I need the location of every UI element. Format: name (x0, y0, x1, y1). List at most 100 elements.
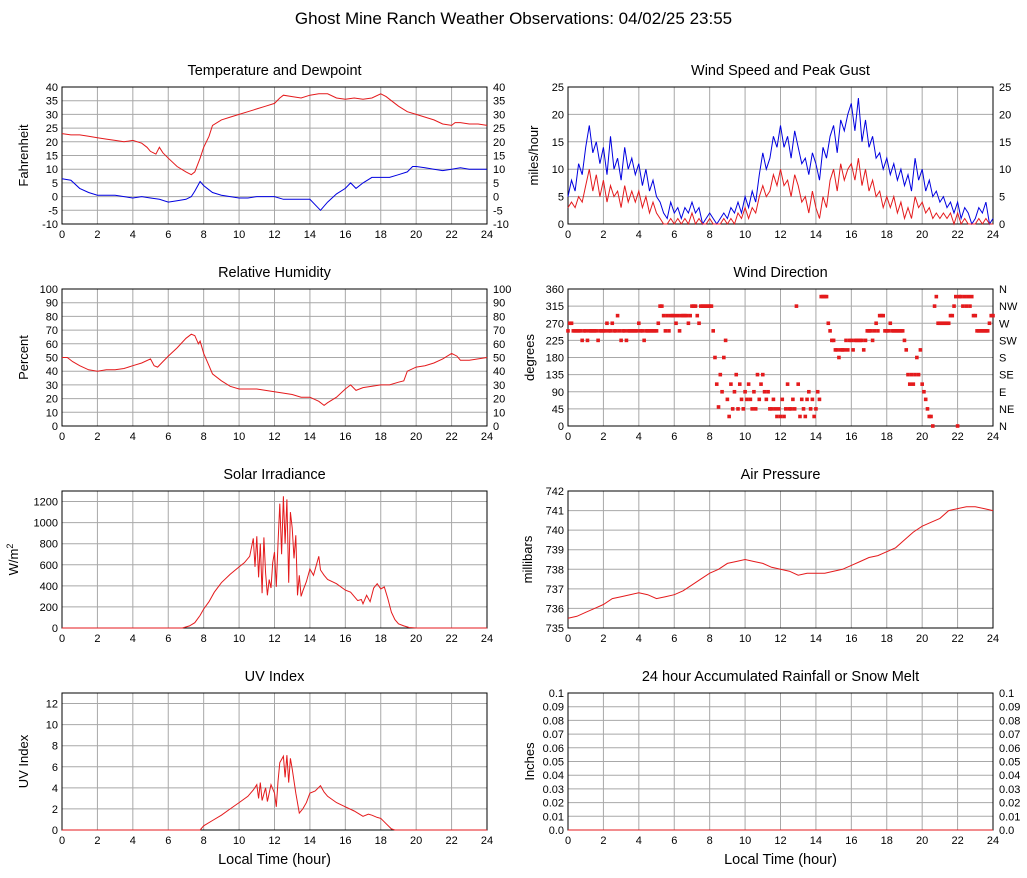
y-tick-label: 0.0 (549, 825, 564, 837)
y-tick-label: 2 (52, 804, 58, 816)
data-point (863, 338, 868, 343)
x-tick-label: 6 (165, 229, 171, 241)
x-tick-label: 10 (233, 229, 245, 241)
data-point (720, 389, 724, 394)
y-tick-label: 15 (46, 151, 58, 163)
x-tick-label: 0 (59, 633, 65, 645)
x-tick-label: 14 (304, 835, 316, 847)
data-point (718, 372, 723, 377)
y-tick-label: 0.08 (543, 715, 564, 727)
data-point (900, 329, 905, 333)
data-point (913, 372, 917, 377)
data-point (714, 382, 719, 386)
data-point (775, 414, 779, 419)
series-line-0 (567, 97, 994, 226)
y-tick-label-right: 10 (493, 164, 505, 176)
series-line-0 (61, 93, 488, 176)
y-tick-label: 90 (46, 298, 58, 310)
y-tick-label: 0.09 (543, 702, 564, 714)
y-tick-label: 740 (546, 525, 564, 537)
y-tick-label: 600 (40, 560, 58, 572)
data-point (803, 414, 808, 419)
x-tick-label: 18 (375, 229, 387, 241)
y-tick-label-right: 0.07 (999, 729, 1020, 741)
y-tick-label: 90 (552, 387, 564, 399)
x-tick-label: 14 (304, 431, 316, 443)
x-tick-label: 14 (810, 431, 822, 443)
y-tick-label-right: 0.03 (999, 784, 1020, 796)
x-tick-label: 20 (410, 229, 422, 241)
x-tick-label: 4 (636, 633, 642, 645)
x-tick-label: 2 (94, 633, 100, 645)
x-tick-label: 6 (165, 633, 171, 645)
data-point (585, 338, 590, 343)
x-tick-label: 24 (481, 835, 493, 847)
rain-title: 24 hour Accumulated Rainfall or Snow Mel… (642, 669, 919, 685)
y-axis-label: W/m2 (5, 544, 21, 576)
y-tick-label: 0 (52, 192, 58, 204)
data-point (902, 338, 907, 343)
y-tick-label-right: 0.02 (999, 798, 1020, 810)
data-point (614, 329, 618, 333)
x-tick-label: 16 (339, 835, 351, 847)
x-tick-label: 0 (565, 633, 571, 645)
data-point (959, 294, 963, 299)
y-tick-label: 0.06 (543, 743, 564, 755)
data-point (569, 321, 574, 326)
data-point (851, 348, 855, 352)
data-point (860, 338, 864, 343)
data-point (952, 304, 956, 308)
rh-title: Relative Humidity (218, 265, 332, 281)
series-line-0 (567, 506, 994, 619)
data-point (709, 304, 714, 308)
x-tick-label: 4 (130, 835, 136, 847)
data-point (954, 294, 958, 299)
data-point (837, 355, 841, 360)
series-line-0 (62, 333, 488, 407)
x-tick-label: 0 (59, 835, 65, 847)
y-tick-label: 735 (546, 623, 564, 635)
x-tick-label: 18 (375, 835, 387, 847)
y-tick-label: 0.05 (543, 757, 564, 769)
x-tick-label: 10 (233, 431, 245, 443)
data-point (722, 355, 726, 360)
y-tick-label: 270 (546, 318, 564, 330)
y-tick-label: 360 (546, 284, 564, 296)
data-point (743, 389, 747, 394)
y-tick-label: 40 (46, 366, 58, 378)
data-point (812, 414, 816, 419)
y-tick-label-right: 20 (999, 109, 1011, 121)
y-tick-label: 60 (46, 339, 58, 351)
y-tick-label: 0.1 (549, 688, 564, 700)
data-point (911, 382, 916, 386)
x-tick-label: 24 (481, 431, 493, 443)
x-tick-label: 14 (304, 633, 316, 645)
data-point (784, 407, 788, 411)
data-point (776, 407, 781, 411)
x-tick-label: 24 (987, 835, 999, 847)
uv-title: UV Index (245, 669, 305, 685)
data-point (757, 397, 762, 402)
x-tick-label: 18 (881, 633, 893, 645)
x-tick-label: 6 (165, 431, 171, 443)
x-tick-label: 8 (707, 229, 713, 241)
x-tick-label: 0 (565, 229, 571, 241)
y-tick-label: 0.01 (543, 811, 564, 823)
y-tick-label: 200 (40, 602, 58, 614)
plot-frame (567, 86, 994, 225)
y-tick-label: 15 (552, 137, 564, 149)
x-tick-label: 8 (707, 633, 713, 645)
data-point (922, 389, 926, 394)
series-line-0 (62, 754, 487, 831)
data-point (923, 397, 928, 402)
y-tick-label-right: 10 (493, 407, 505, 419)
y-tick-label: 135 (546, 370, 564, 382)
y-tick-label: 315 (546, 301, 564, 313)
x-tick-label: 22 (951, 229, 963, 241)
x-tick-label: 6 (165, 835, 171, 847)
compass-label: SW (999, 335, 1017, 347)
y-tick-label-right: 5 (493, 178, 499, 190)
data-point (748, 397, 753, 402)
